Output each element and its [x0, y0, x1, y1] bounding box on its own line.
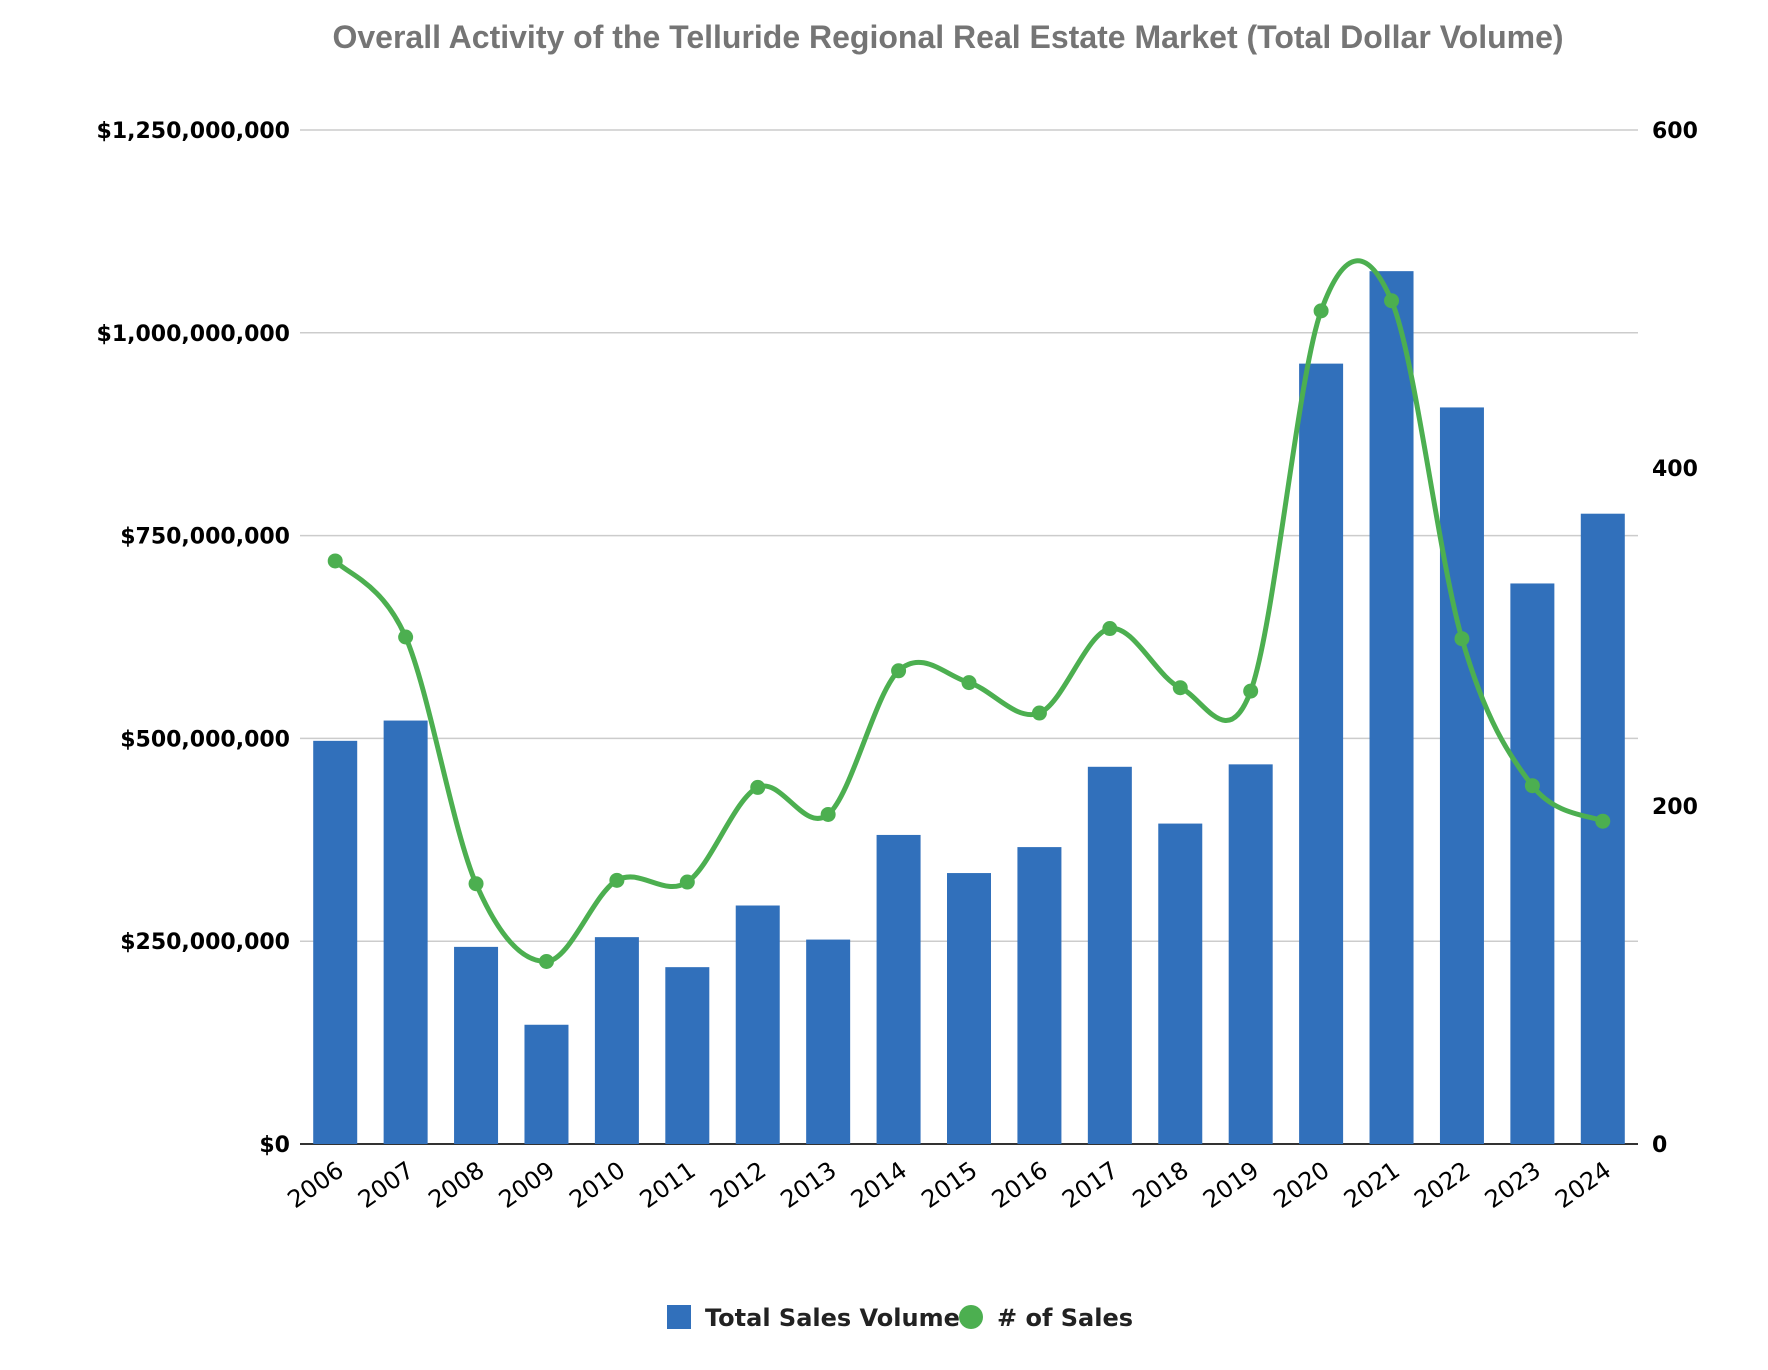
x-axis-tick-label: 2012: [705, 1156, 771, 1214]
left-axis-tick-label: $1,000,000,000: [97, 322, 290, 347]
line-point: [1102, 621, 1118, 637]
x-axis-tick-label: 2019: [1198, 1156, 1264, 1214]
line-point: [1031, 705, 1047, 721]
x-axis-tick-label: 2009: [494, 1156, 560, 1214]
bar: [1580, 513, 1625, 1144]
x-axis-tick-label: 2007: [353, 1156, 419, 1214]
left-axis-tick-label: $250,000,000: [120, 930, 290, 955]
left-axis-ticks: $0 $250,000,000 $500,000,000 $750,000,000 $1…: [97, 119, 290, 1158]
line-point: [468, 876, 484, 892]
x-axis-tick-label: 2017: [1057, 1156, 1123, 1214]
left-axis-tick-label: $0: [259, 1133, 290, 1158]
bar: [876, 834, 921, 1144]
right-axis-tick-label: 600: [1652, 119, 1698, 144]
bar: [1017, 847, 1062, 1144]
line-point: [1172, 680, 1188, 696]
line-point: [1313, 303, 1329, 319]
x-axis-tick-label: 2018: [1128, 1156, 1194, 1214]
right-axis-tick-label: 0: [1652, 1133, 1667, 1158]
line-point: [1384, 293, 1400, 309]
right-axis-ticks: 0 200 400 600: [1652, 119, 1698, 1158]
x-axis-tick-label: 2023: [1480, 1156, 1546, 1214]
line-point: [750, 779, 766, 795]
bar: [454, 946, 499, 1144]
bar: [806, 939, 851, 1144]
legend-swatch-number-of-sales: [959, 1305, 983, 1329]
line-point: [1243, 683, 1259, 699]
line-point: [961, 675, 977, 691]
chart-title: Overall Activity of the Telluride Region…: [332, 19, 1563, 55]
line-point: [1454, 631, 1470, 647]
line-point: [679, 874, 695, 890]
bar: [383, 720, 428, 1144]
x-axis-tick-label: 2010: [564, 1156, 630, 1214]
x-axis-tick-label: 2011: [635, 1156, 701, 1214]
left-axis-tick-label: $1,250,000,000: [97, 119, 290, 144]
x-axis-tick-label: 2006: [283, 1156, 349, 1214]
line-point: [820, 806, 836, 822]
legend-swatch-total-sales-volume: [667, 1305, 691, 1329]
bar: [1299, 363, 1344, 1144]
x-axis-tick-label: 2024: [1550, 1156, 1616, 1214]
line-series-number-of-sales: [327, 258, 1611, 969]
bar: [594, 937, 639, 1144]
line-point: [538, 953, 554, 969]
bar: [1087, 766, 1132, 1144]
legend-label-total-sales-volume: Total Sales Volume: [705, 1304, 960, 1332]
line-point: [1524, 778, 1540, 794]
bar: [524, 1024, 569, 1144]
gridlines: [300, 129, 1638, 1145]
legend: Total Sales Volume # of Sales: [667, 1304, 1133, 1332]
line-point: [891, 663, 907, 679]
x-axis-tick-label: 2015: [916, 1156, 982, 1214]
bar: [1158, 823, 1203, 1144]
left-axis-tick-label: $750,000,000: [120, 525, 290, 550]
bar: [1228, 764, 1273, 1144]
line-point: [398, 629, 414, 645]
bar: [1510, 583, 1555, 1144]
line-point: [609, 872, 625, 888]
bar: [1369, 271, 1414, 1144]
x-axis-tick-label: 2008: [423, 1156, 489, 1214]
line-point: [1595, 813, 1611, 829]
x-axis-tick-label: 2013: [776, 1156, 842, 1214]
x-axis-tick-label: 2014: [846, 1156, 912, 1214]
x-axis-ticks: 2006 2007 2008 2009 2010 2011 2012 2013 2014 2015…: [283, 1156, 1617, 1214]
x-axis-tick-label: 2020: [1268, 1156, 1334, 1214]
right-axis-tick-label: 200: [1652, 795, 1698, 820]
bar: [1439, 407, 1484, 1144]
x-axis-tick-label: 2021: [1339, 1156, 1405, 1214]
x-axis-tick-label: 2016: [987, 1156, 1053, 1214]
line-point: [327, 553, 343, 569]
bar: [947, 873, 991, 1144]
right-axis-tick-label: 400: [1652, 457, 1698, 482]
bar: [665, 967, 710, 1144]
bar: [313, 740, 358, 1144]
left-axis-tick-label: $500,000,000: [120, 727, 290, 752]
bar-series-total-sales-volume: [313, 271, 1625, 1144]
legend-label-number-of-sales: # of Sales: [997, 1304, 1133, 1332]
bar: [735, 905, 780, 1144]
x-axis-tick-label: 2022: [1409, 1156, 1475, 1214]
